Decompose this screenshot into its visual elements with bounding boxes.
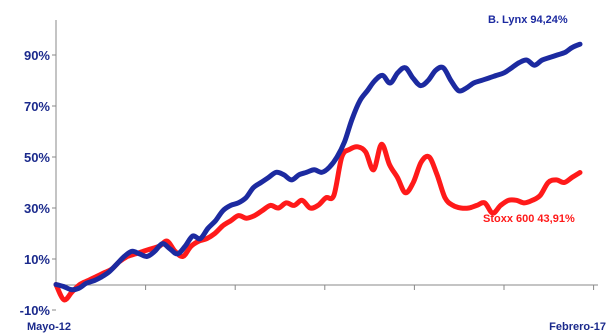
y-axis: -10% 10% 30% 50% 70% 90%	[20, 48, 56, 318]
series-label-stoxx-600: Stoxx 600 43,91%	[483, 213, 575, 225]
y-tick-label: 30%	[24, 201, 50, 216]
y-tick-label: 90%	[24, 48, 50, 63]
y-tick-label: 70%	[24, 99, 50, 114]
series-line-stoxx-600	[53, 141, 583, 303]
series-label-b-lynx: B. Lynx 94,24%	[488, 14, 568, 26]
x-end-label: Febrero-17	[549, 321, 606, 333]
series-line-b-lynx	[53, 41, 583, 293]
x-axis-ticks	[55, 285, 595, 290]
y-tick-label: 10%	[24, 252, 50, 267]
y-tick-label: -10%	[20, 303, 51, 318]
x-start-label: Mayo-12	[27, 321, 71, 333]
y-tick-label: 50%	[24, 150, 50, 165]
